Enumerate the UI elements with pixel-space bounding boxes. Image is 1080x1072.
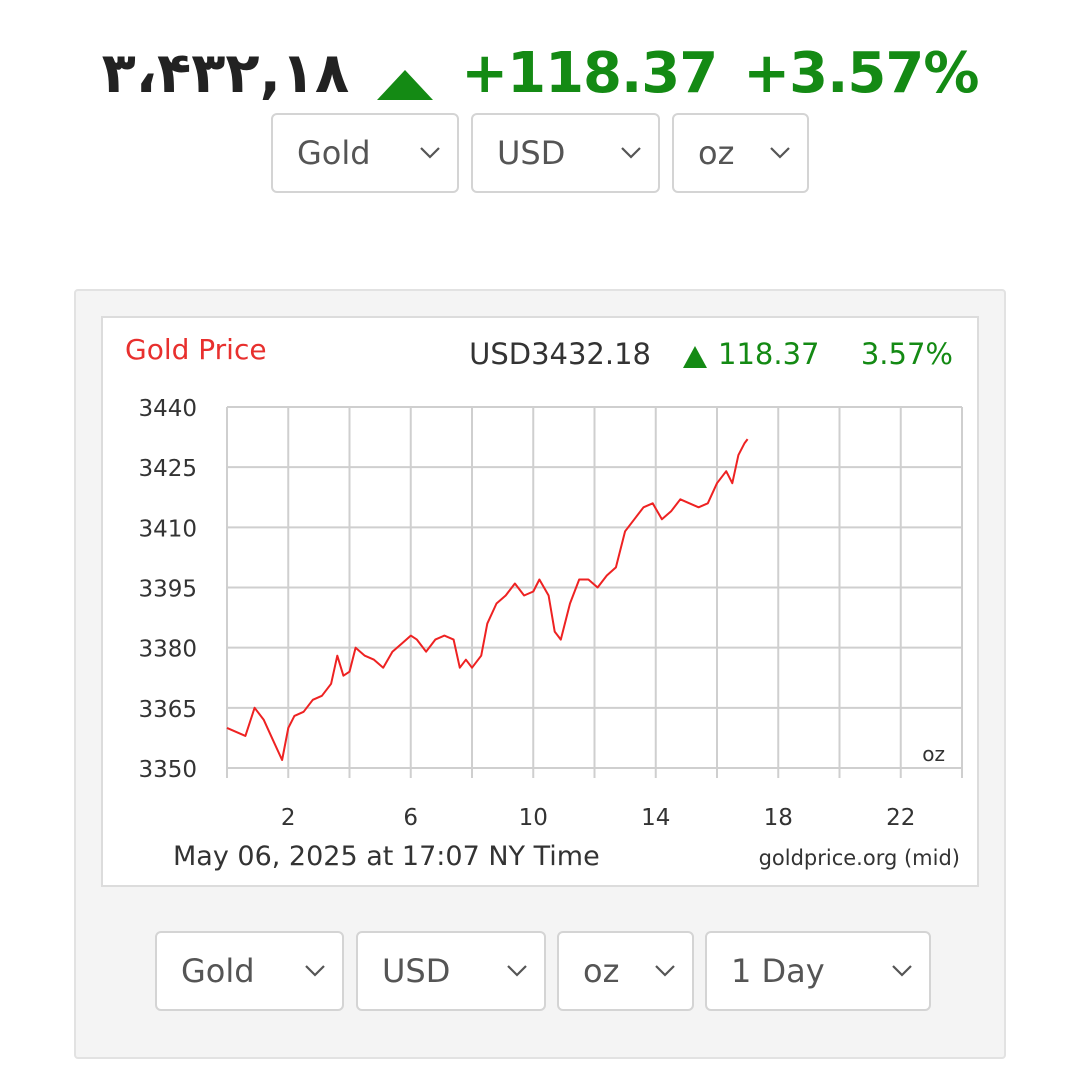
triangle-up-icon (375, 53, 435, 100)
metal-select-value: Gold (181, 952, 255, 990)
price-change-percent: +3.57% (743, 40, 979, 106)
chart-title: Gold Price (125, 333, 267, 366)
period-select-value: 1 Day (731, 952, 825, 990)
x-tick-label: 14 (641, 805, 670, 831)
chart-change: 118.37 (718, 337, 819, 371)
chart-source: goldprice.org (mid) (759, 846, 960, 870)
y-tick-label: 3440 (138, 396, 197, 422)
price-series-line (226, 438, 749, 761)
metal-select-top[interactable]: Gold (271, 113, 459, 193)
unit-select-value: oz (583, 952, 620, 990)
x-tick-label: 22 (886, 805, 915, 831)
y-tick-label: 3380 (138, 637, 197, 663)
x-tick-label: 6 (403, 805, 418, 831)
unit-select-top[interactable]: oz (672, 113, 809, 193)
chart-change-percent: 3.57% (861, 337, 953, 371)
chevron-down-icon (655, 965, 675, 977)
period-select-bottom[interactable]: 1 Day (705, 931, 931, 1011)
chart-timestamp: May 06, 2025 at 17:07 NY Time (173, 841, 600, 872)
currency-select-value: USD (382, 952, 451, 990)
chart-container: 3350 3365 3380 3395 3410 3425 3440 2 6 10 14 18 22 … (101, 316, 979, 887)
y-tick-label: 3365 (138, 697, 197, 723)
x-tick-label: 10 (519, 805, 548, 831)
x-tick-label: 2 (281, 805, 296, 831)
price-header: ٣،۴٣٢,١٨ +118.37 +3.57% (0, 38, 1080, 108)
currency-select-bottom[interactable]: USD (356, 931, 546, 1011)
current-price: ٣،۴٣٢,١٨ (101, 40, 350, 106)
y-tick-label: 3395 (138, 577, 197, 603)
y-tick-label: 3425 (138, 456, 197, 482)
chevron-down-icon (305, 965, 325, 977)
price-change: +118.37 (461, 40, 718, 106)
y-tick-label: 3350 (138, 757, 197, 783)
chevron-down-icon (892, 965, 912, 977)
unit-label: oz (922, 742, 945, 766)
chevron-down-icon (770, 147, 790, 159)
chart-price-label: USD3432.18 (469, 337, 651, 371)
x-tick-label: 18 (764, 805, 793, 831)
unit-select-bottom[interactable]: oz (557, 931, 694, 1011)
y-tick-label: 3410 (138, 516, 197, 542)
currency-select-value: USD (497, 134, 566, 172)
unit-select-value: oz (698, 134, 735, 172)
chevron-down-icon (621, 147, 641, 159)
metal-select-value: Gold (297, 134, 371, 172)
chevron-down-icon (507, 965, 527, 977)
currency-select-top[interactable]: USD (471, 113, 660, 193)
triangle-up-icon (683, 346, 707, 368)
metal-select-bottom[interactable]: Gold (155, 931, 344, 1011)
chevron-down-icon (420, 147, 440, 159)
